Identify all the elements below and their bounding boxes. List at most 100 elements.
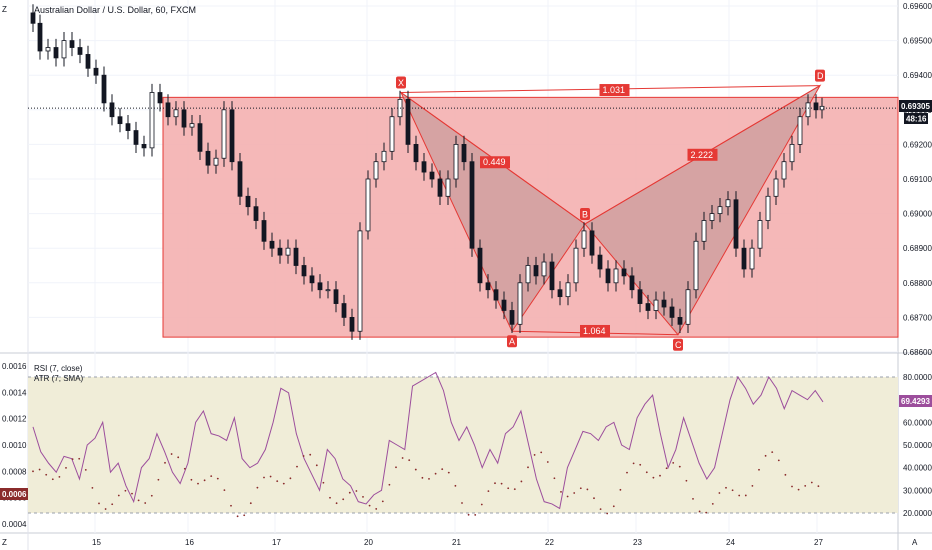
candle bbox=[293, 239, 299, 275]
candle bbox=[125, 114, 131, 140]
atr-point bbox=[566, 495, 569, 498]
rsi-tick-label: 60.0000 bbox=[903, 418, 932, 427]
candle bbox=[525, 256, 531, 292]
atr-point bbox=[282, 482, 285, 485]
atr-point bbox=[230, 504, 232, 507]
candle bbox=[117, 108, 123, 133]
atr-point bbox=[593, 497, 595, 500]
candle bbox=[573, 239, 579, 292]
atr-point bbox=[434, 472, 437, 475]
time-tick-label: 23 bbox=[633, 538, 642, 547]
atr-point bbox=[441, 468, 444, 471]
atr-tick-label: 0.0016 bbox=[2, 362, 27, 371]
rsi-value-tag bbox=[899, 395, 932, 407]
atr-point bbox=[725, 486, 727, 489]
atr-point bbox=[428, 477, 430, 480]
countdown-value: 48:16 bbox=[906, 115, 927, 124]
pattern-point-b[interactable]: B bbox=[580, 207, 590, 220]
candle bbox=[469, 153, 475, 257]
candle bbox=[645, 294, 651, 320]
atr-point bbox=[302, 455, 305, 457]
price-tick-label: 0.69600 bbox=[903, 2, 932, 11]
atr-point bbox=[672, 461, 675, 464]
atr-point bbox=[705, 511, 708, 514]
atr-point bbox=[764, 454, 767, 457]
atr-point bbox=[612, 505, 615, 508]
candle bbox=[333, 281, 339, 313]
candle bbox=[765, 187, 771, 230]
price-tick-label: 0.69000 bbox=[903, 210, 932, 219]
atr-point bbox=[606, 512, 609, 515]
price-tick-label: 0.68700 bbox=[903, 313, 932, 322]
candle bbox=[805, 94, 811, 126]
candle bbox=[349, 308, 355, 340]
candle bbox=[277, 239, 283, 264]
candle bbox=[165, 94, 171, 126]
candle bbox=[501, 291, 507, 320]
current-price-tag bbox=[899, 100, 932, 112]
candle bbox=[741, 239, 747, 278]
atr-point bbox=[164, 461, 166, 464]
pattern-point-label: D bbox=[817, 71, 824, 81]
atr-point bbox=[494, 482, 496, 485]
time-tick-label: 21 bbox=[452, 538, 461, 547]
atr-point bbox=[98, 502, 100, 505]
atr-value: 0.0006 bbox=[2, 490, 27, 499]
rsi-line bbox=[32, 371, 824, 510]
pattern-point-d[interactable]: D bbox=[815, 69, 825, 82]
candle bbox=[181, 101, 187, 136]
atr-point bbox=[758, 468, 760, 471]
atr-point bbox=[395, 466, 397, 469]
atr-label: ATR (7, SMA) bbox=[34, 374, 84, 383]
pattern-point-x[interactable]: X bbox=[396, 76, 406, 89]
pattern-point-c[interactable]: C bbox=[673, 338, 683, 351]
candle bbox=[621, 260, 627, 285]
atr-point bbox=[216, 477, 219, 480]
pattern-point-a[interactable]: A bbox=[507, 335, 517, 348]
candle bbox=[757, 211, 763, 257]
candle bbox=[381, 142, 387, 171]
atr-point bbox=[375, 508, 378, 510]
atr-point bbox=[533, 454, 536, 456]
time-tick-label: 15 bbox=[92, 538, 101, 547]
rsi-value: 69.4293 bbox=[901, 397, 930, 406]
atr-point bbox=[309, 453, 312, 456]
atr-point bbox=[500, 482, 503, 485]
ratio-label-bd: 2.222 bbox=[687, 148, 718, 161]
atr-point bbox=[414, 468, 417, 471]
atr-point bbox=[84, 468, 87, 471]
candle bbox=[565, 274, 571, 306]
candle bbox=[205, 142, 211, 174]
chart-title: Australian Dollar / U.S. Dollar, 60, FXC… bbox=[34, 5, 196, 15]
atr-tick-label: 0.0014 bbox=[2, 388, 27, 397]
ratio-value: 0.449 bbox=[483, 157, 506, 167]
atr-point bbox=[645, 471, 648, 474]
candle bbox=[69, 31, 75, 57]
candle bbox=[45, 38, 51, 60]
harmonic-pattern[interactable] bbox=[162, 84, 899, 338]
atr-point bbox=[348, 491, 351, 494]
atr-point bbox=[263, 476, 265, 479]
atr-point bbox=[210, 475, 213, 478]
atr-point bbox=[315, 464, 318, 467]
candle bbox=[237, 153, 243, 205]
candle bbox=[245, 187, 251, 216]
ratio-label-ac: 1.064 bbox=[580, 324, 610, 337]
candle bbox=[813, 94, 819, 119]
atr-point bbox=[771, 451, 774, 454]
atr-point bbox=[560, 490, 562, 493]
candle bbox=[357, 222, 363, 340]
ratio-value: 2.222 bbox=[691, 150, 714, 160]
candle bbox=[533, 256, 539, 285]
candle bbox=[53, 38, 59, 67]
candle bbox=[421, 153, 427, 181]
candle bbox=[309, 267, 315, 292]
candle bbox=[269, 232, 275, 257]
atr-point bbox=[804, 485, 807, 487]
candle bbox=[605, 260, 611, 292]
atr-point bbox=[573, 492, 576, 494]
atr-point bbox=[243, 514, 246, 517]
atr-point bbox=[520, 480, 523, 483]
candle bbox=[373, 153, 379, 188]
